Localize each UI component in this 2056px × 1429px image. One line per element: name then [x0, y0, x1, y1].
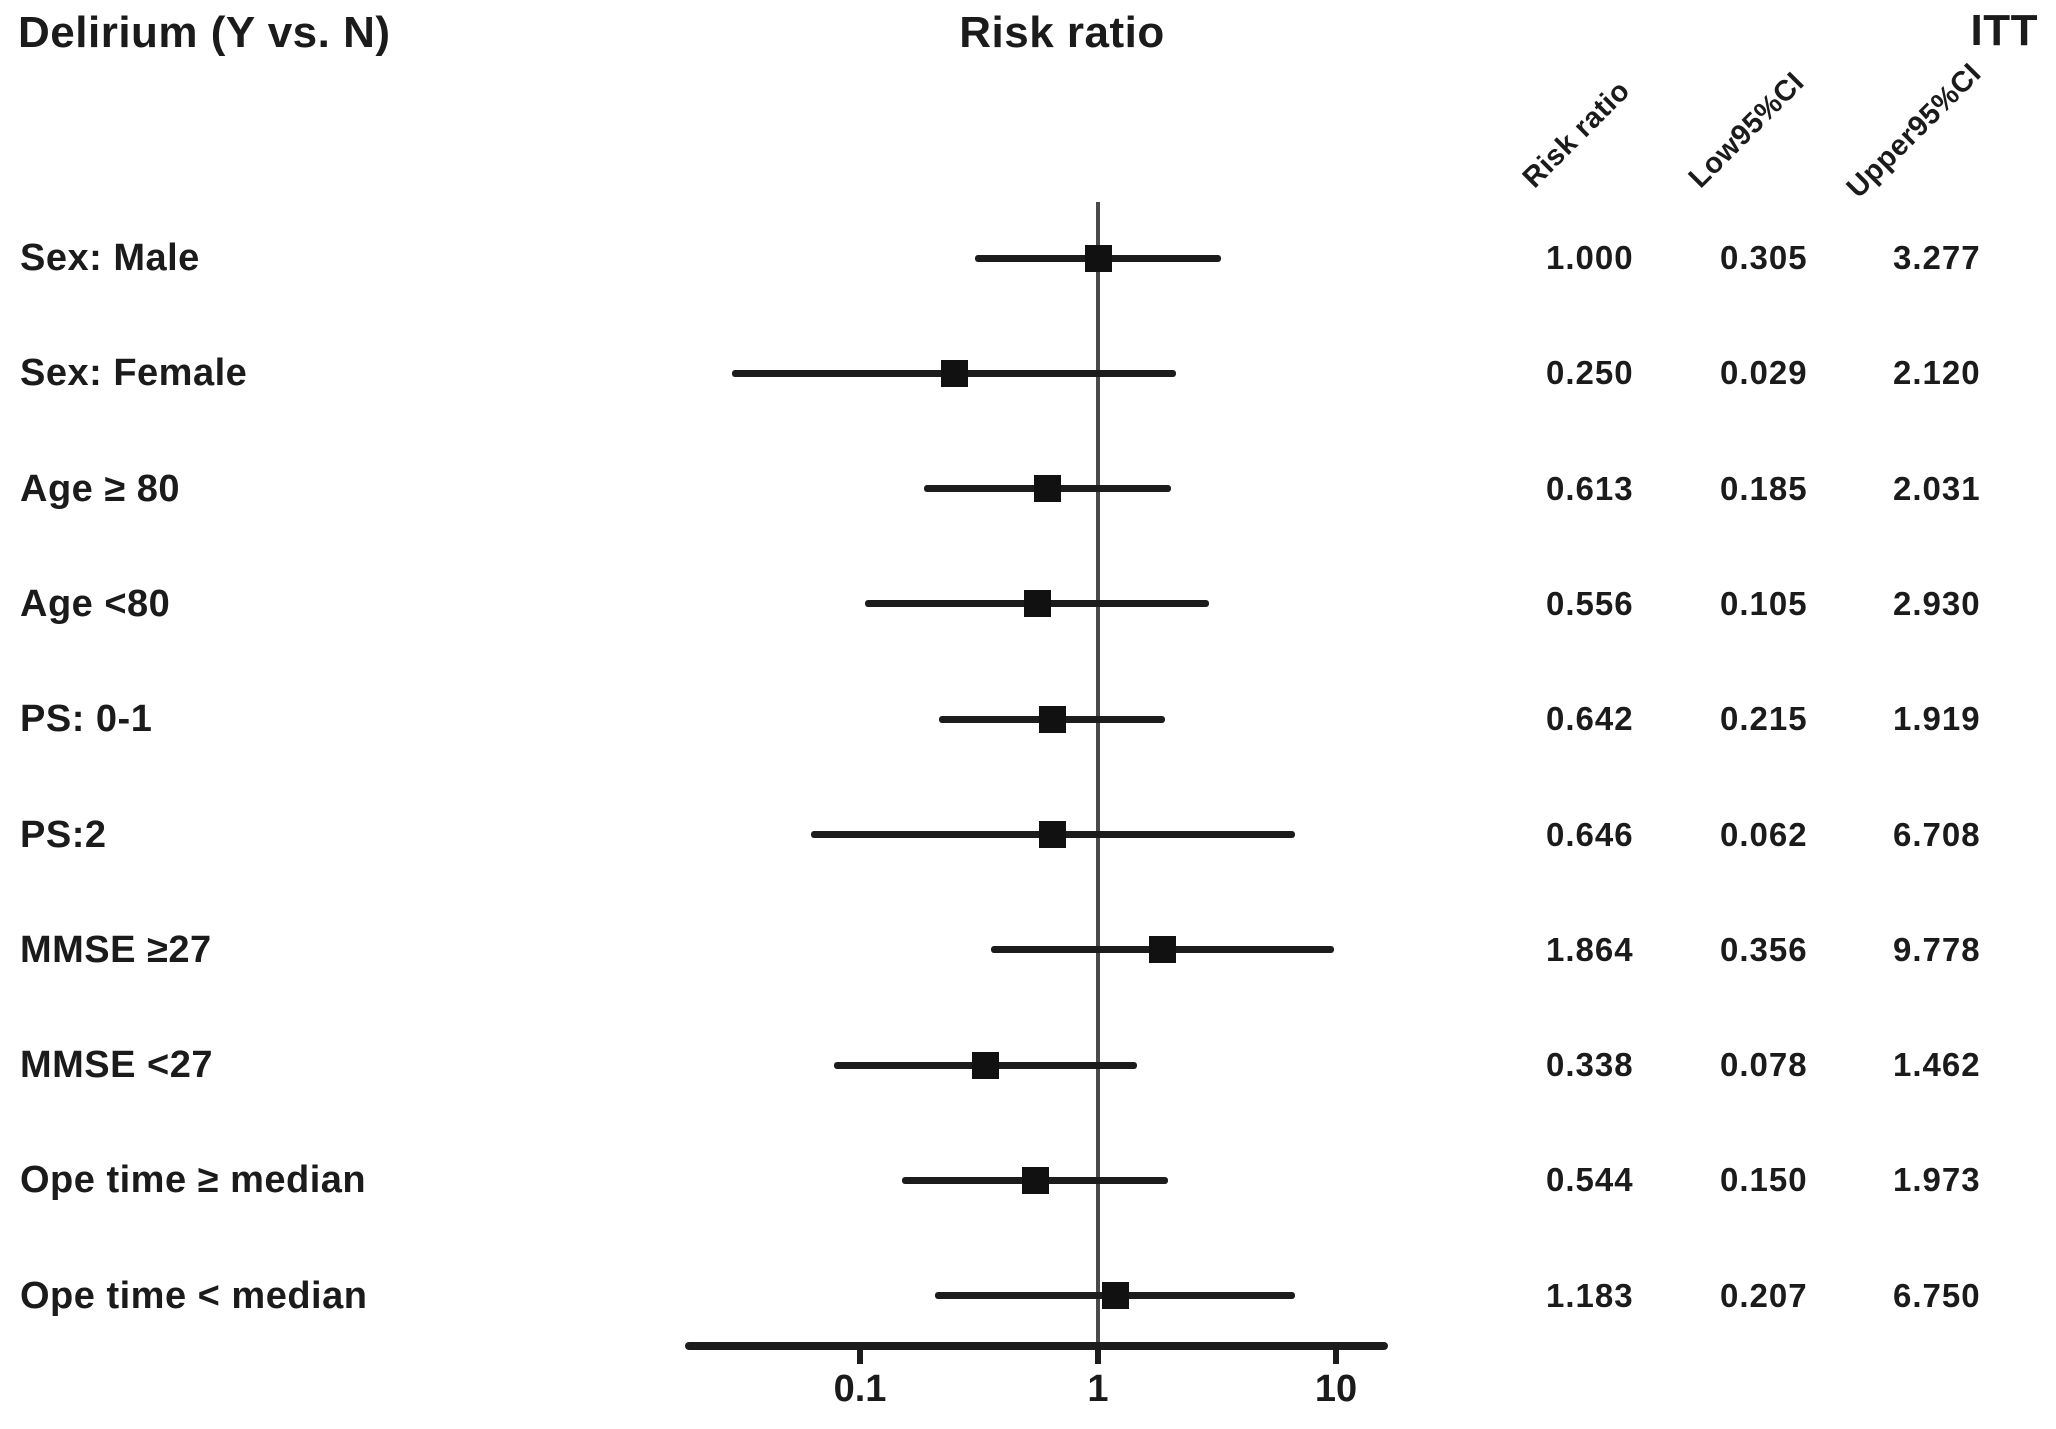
risk-ratio-value: 1.183 [1546, 1276, 1634, 1314]
point-estimate-marker [972, 1051, 1000, 1079]
low95ci-value: 0.305 [1720, 239, 1808, 276]
low95ci-value: 0.029 [1720, 354, 1808, 392]
risk-ratio-value: 0.613 [1546, 469, 1634, 507]
column-header-risk-ratio: Risk ratio [1516, 74, 1637, 195]
x-axis-tick-label: 1 [1087, 1368, 1109, 1410]
low95ci-value: 0.356 [1720, 930, 1808, 968]
point-estimate-marker [1038, 705, 1066, 733]
row-label: Age ≥ 80 [20, 467, 181, 510]
x-axis-line [685, 1342, 1388, 1350]
row-label: Age <80 [20, 582, 171, 625]
risk-ratio-value: 0.556 [1546, 584, 1634, 622]
x-axis-tick [1333, 1346, 1339, 1364]
low95ci-value: 0.185 [1720, 469, 1808, 507]
column-header-upper95ci: Upper95%CI [1840, 57, 1988, 205]
risk-ratio-value: 1.000 [1546, 239, 1634, 276]
row-label: PS: 0-1 [20, 698, 153, 741]
risk-ratio-value: 0.250 [1546, 354, 1634, 392]
row-label: MMSE <27 [20, 1044, 214, 1087]
low95ci-value: 0.150 [1720, 1161, 1808, 1199]
x-axis-tick-label: 0.1 [833, 1368, 887, 1410]
x-axis-tick [1095, 1346, 1101, 1364]
point-estimate-marker [1148, 936, 1176, 964]
point-estimate-marker [1033, 475, 1061, 503]
point-estimate-marker [1039, 821, 1067, 848]
reference-line [1096, 202, 1100, 1354]
low95ci-value: 0.207 [1720, 1276, 1808, 1314]
row-label: PS:2 [20, 813, 107, 856]
risk-ratio-value: 0.544 [1546, 1161, 1634, 1199]
upper95ci-value: 1.919 [1893, 700, 1981, 738]
figure-title-itt: ITT [1970, 6, 2038, 55]
point-estimate-marker [1021, 1166, 1049, 1194]
low95ci-value: 0.078 [1720, 1046, 1808, 1084]
risk-ratio-value: 0.646 [1546, 815, 1634, 853]
figure-title-risk-ratio: Risk ratio [959, 8, 1165, 57]
low95ci-value: 0.105 [1720, 584, 1808, 622]
row-label: Ope time < median [20, 1274, 368, 1317]
upper95ci-value: 1.973 [1893, 1161, 1981, 1199]
risk-ratio-value: 1.864 [1546, 930, 1634, 968]
x-axis-tick [857, 1346, 863, 1364]
upper95ci-value: 6.750 [1893, 1276, 1981, 1314]
low95ci-value: 0.215 [1720, 700, 1808, 738]
row-label: Sex: Female [20, 352, 248, 395]
row-label: Sex: Male [20, 237, 200, 279]
upper95ci-value: 2.031 [1893, 469, 1981, 507]
figure-title-delirium: Delirium (Y vs. N) [18, 8, 391, 57]
upper95ci-value: 2.120 [1893, 354, 1981, 392]
point-estimate-marker [1084, 244, 1112, 272]
upper95ci-value: 3.277 [1893, 239, 1981, 276]
upper95ci-value: 6.708 [1893, 815, 1981, 853]
upper95ci-value: 9.778 [1893, 930, 1981, 968]
row-label: MMSE ≥27 [20, 928, 212, 971]
row-label: Ope time ≥ median [20, 1159, 367, 1202]
point-estimate-marker [1101, 1282, 1129, 1310]
risk-ratio-value: 0.338 [1546, 1046, 1634, 1084]
point-estimate-marker [941, 359, 969, 387]
upper95ci-value: 2.930 [1893, 584, 1981, 622]
point-estimate-marker [1023, 590, 1051, 618]
upper95ci-value: 1.462 [1893, 1046, 1981, 1084]
x-axis-tick-label: 10 [1314, 1368, 1358, 1410]
risk-ratio-value: 0.642 [1546, 700, 1634, 738]
low95ci-value: 0.062 [1720, 815, 1808, 853]
column-header-low95ci: Low95%CI [1682, 66, 1811, 195]
